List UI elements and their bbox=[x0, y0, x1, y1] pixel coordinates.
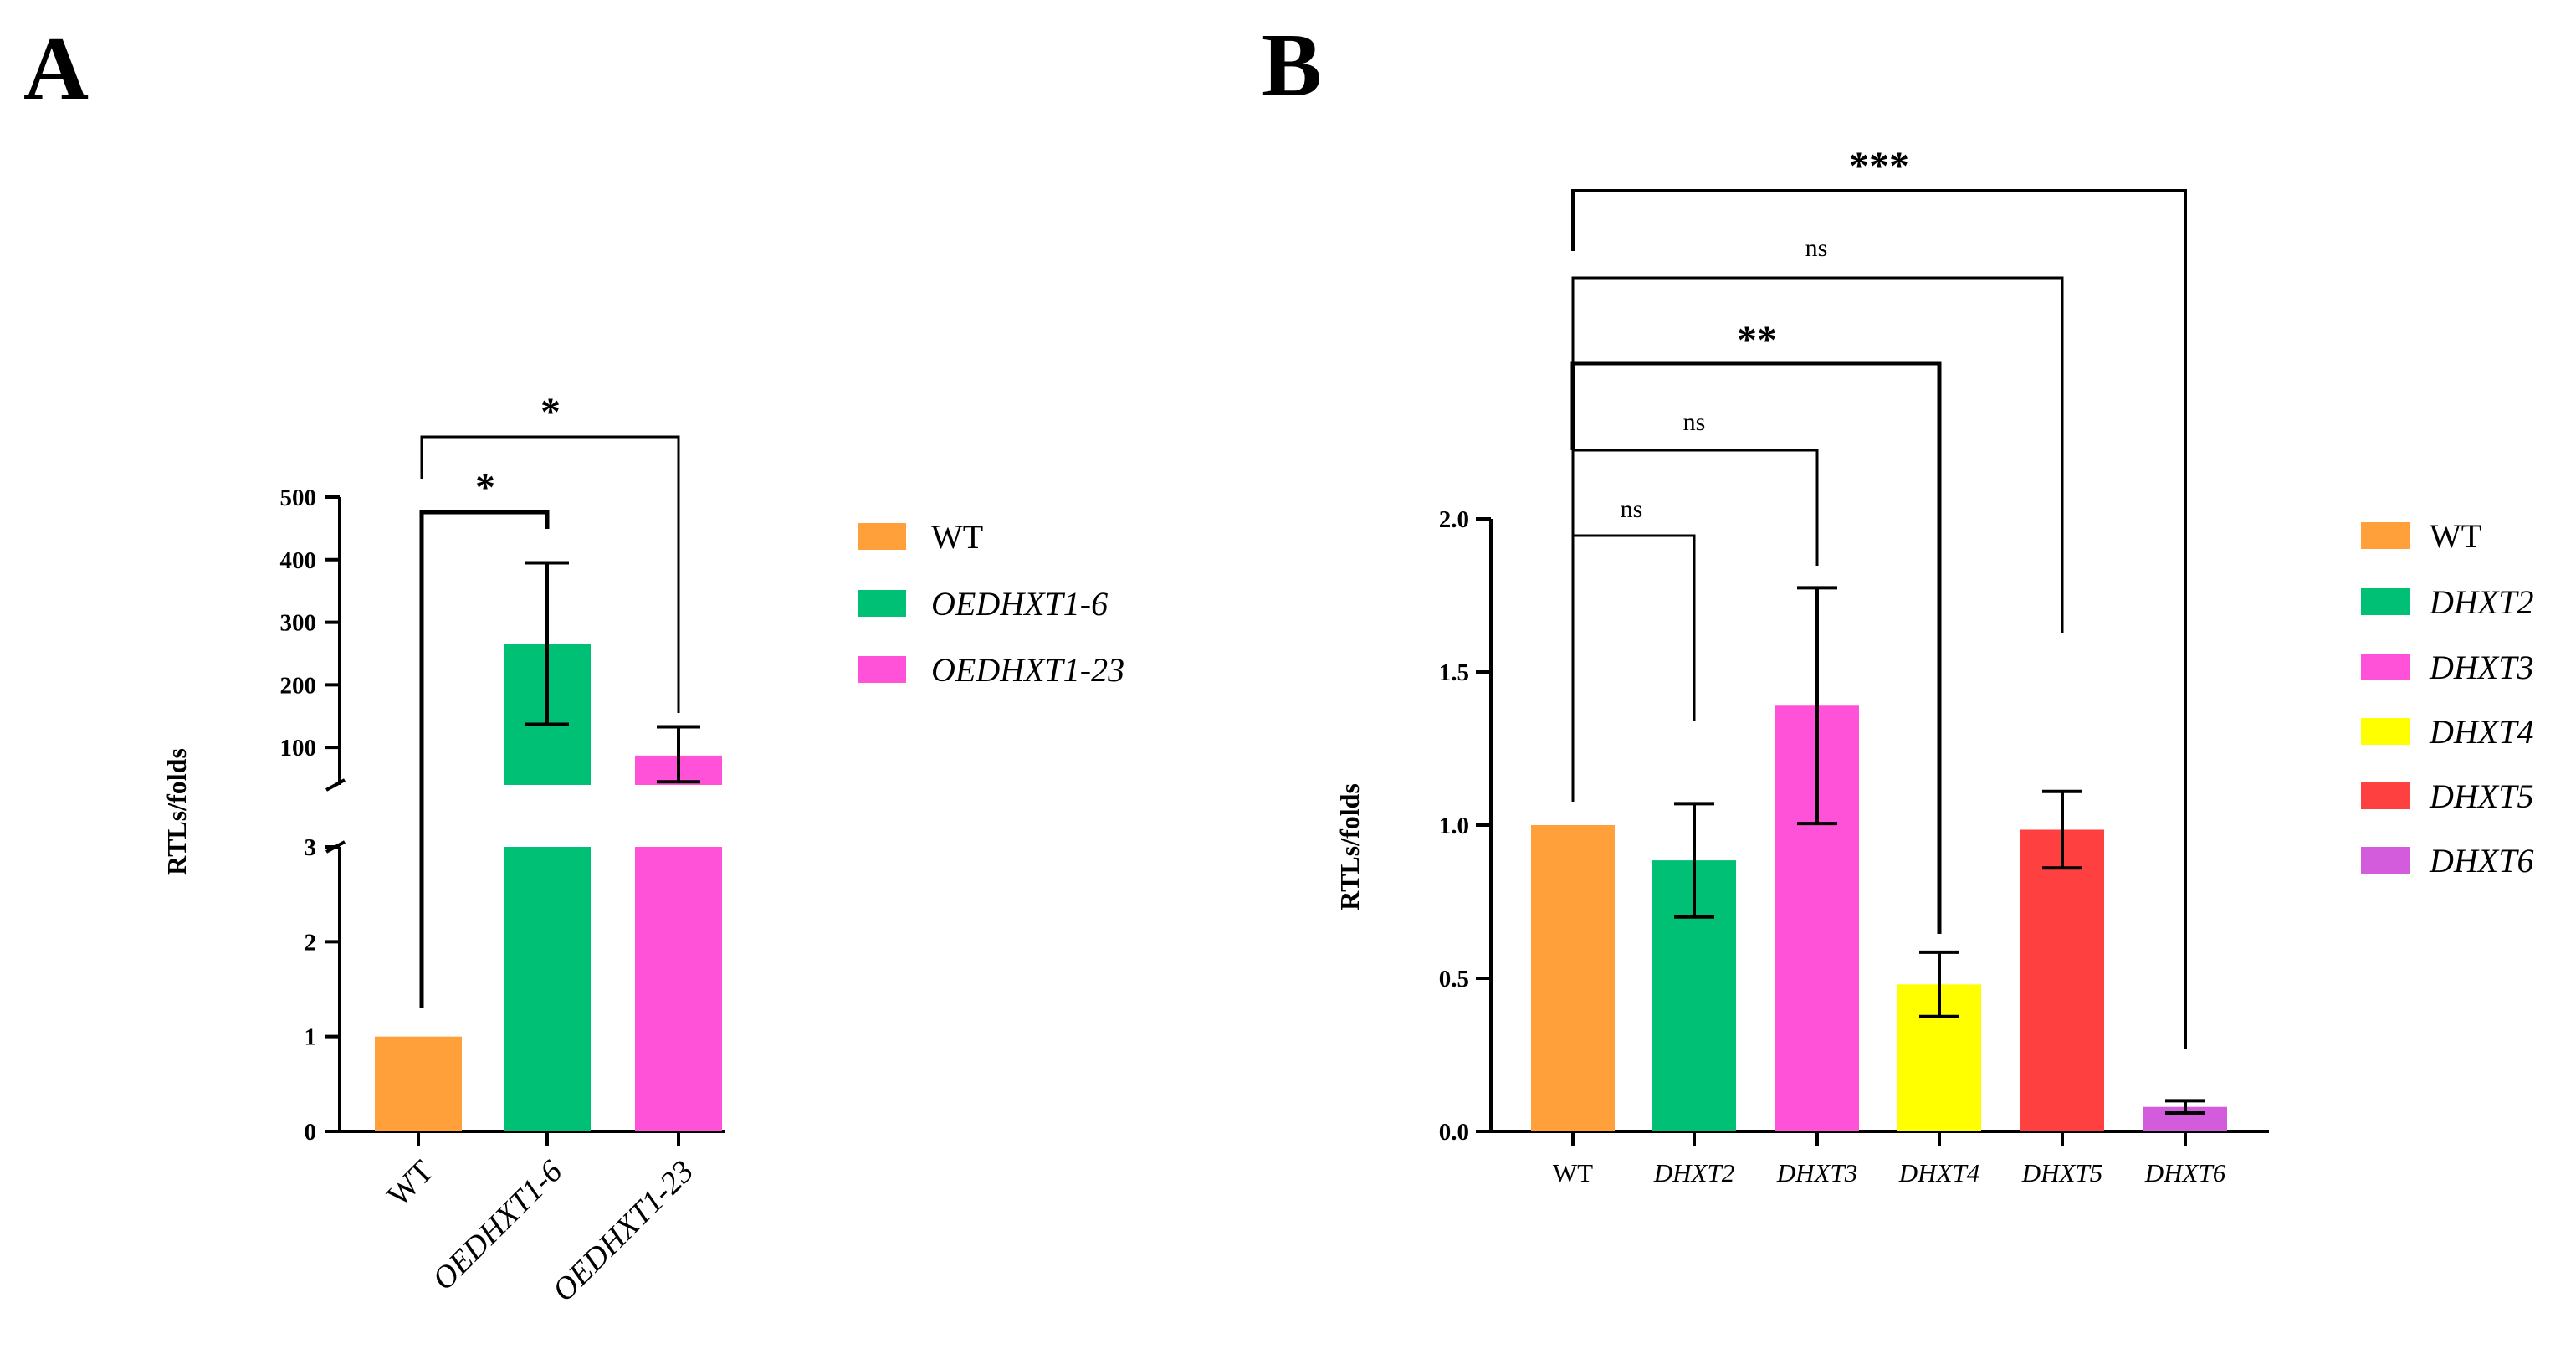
y-tick-label: 100 bbox=[280, 735, 317, 762]
significance-label: * bbox=[475, 465, 495, 510]
x-category-label: WT bbox=[381, 1154, 440, 1213]
significance-label: ns bbox=[1805, 234, 1828, 262]
significance-bracket bbox=[1571, 276, 2064, 633]
y-tick-label: 200 bbox=[280, 672, 317, 699]
legend-swatch bbox=[858, 523, 906, 550]
legend-label: DHXT2 bbox=[2429, 583, 2533, 621]
significance-bracket bbox=[420, 435, 680, 713]
significance-bracket bbox=[1571, 534, 1696, 721]
legend-label: OEDHXT1-23 bbox=[931, 651, 1124, 689]
axis-break-mark-upper bbox=[325, 778, 346, 792]
legend-label: DHXT3 bbox=[2429, 649, 2533, 686]
y-tick-label: 0.5 bbox=[1439, 966, 1469, 992]
legend-label: WT bbox=[931, 518, 983, 556]
x-category-label: OEDHXT1-6 bbox=[426, 1154, 570, 1298]
y-tick-label: 1.5 bbox=[1439, 659, 1469, 686]
legend-swatch bbox=[858, 590, 906, 617]
panel-a-label: A bbox=[23, 19, 89, 119]
y-tick-label: 0 bbox=[305, 1119, 317, 1146]
significance-label: ns bbox=[1621, 495, 1643, 523]
significance-bracket bbox=[419, 510, 550, 1008]
x-category-label: WT bbox=[1553, 1158, 1593, 1187]
x-category-label: DHXT5 bbox=[2021, 1158, 2102, 1187]
legend-swatch bbox=[2361, 718, 2410, 745]
y-tick-label: 0.0 bbox=[1439, 1119, 1469, 1146]
x-category-label: DHXT2 bbox=[1653, 1158, 1734, 1187]
legend-swatch bbox=[2361, 654, 2410, 680]
significance-bracket bbox=[1571, 189, 2187, 1049]
x-category-label: DHXT3 bbox=[1776, 1158, 1857, 1187]
y-axis-label: RTLs/folds bbox=[1334, 783, 1365, 910]
bar-wt bbox=[375, 1036, 462, 1131]
x-category-label: OEDHXT1-23 bbox=[545, 1154, 700, 1309]
legend-swatch bbox=[2361, 782, 2410, 809]
y-axis-label: RTLs/folds bbox=[161, 748, 192, 875]
y-tick-label: 300 bbox=[280, 610, 317, 637]
legend-swatch bbox=[2361, 588, 2410, 615]
legend-label: DHXT6 bbox=[2429, 842, 2533, 880]
x-category-label: DHXT6 bbox=[2144, 1158, 2226, 1187]
legend-swatch bbox=[858, 656, 906, 683]
panel-b-chart: 0.0 0.5 1.0 1.5 2.0 RTLs/folds WT DHXT2 DHXT3 DHX… bbox=[1334, 144, 2533, 1187]
bar-wt bbox=[1531, 825, 1615, 1131]
y-tick-label: 500 bbox=[280, 485, 317, 511]
y-tick-label: 400 bbox=[280, 547, 317, 574]
y-tick-label: 2.0 bbox=[1439, 506, 1469, 533]
y-tick-label: 1.0 bbox=[1439, 813, 1469, 839]
y-tick-label: 2 bbox=[305, 929, 317, 956]
bar-oedhxt1-6-lower bbox=[504, 847, 591, 1131]
legend-label: WT bbox=[2430, 517, 2481, 555]
bar-dhxt5 bbox=[2020, 829, 2104, 1131]
panel-a-chart: 0123100200300400500RTLs/foldsWTOEDHXT1-6… bbox=[161, 390, 1124, 1309]
y-tick-label: 3 bbox=[305, 834, 317, 861]
legend-label: OEDHXT1-6 bbox=[931, 585, 1108, 623]
legend-label: DHXT5 bbox=[2429, 777, 2533, 815]
x-category-label: DHXT4 bbox=[1898, 1158, 1979, 1187]
significance-bracket bbox=[1571, 449, 1819, 566]
significance-label: ns bbox=[1683, 408, 1706, 436]
y-tick-label: 1 bbox=[305, 1024, 317, 1051]
bar-oedhxt1-23-lower bbox=[635, 847, 722, 1131]
significance-label: *** bbox=[1849, 144, 1909, 188]
significance-label: ** bbox=[1737, 318, 1777, 362]
legend-swatch bbox=[2361, 522, 2410, 549]
legend-swatch bbox=[2361, 847, 2410, 874]
legend-label: DHXT4 bbox=[2429, 713, 2533, 751]
significance-bracket bbox=[1570, 361, 1942, 934]
significance-label: * bbox=[540, 390, 561, 434]
panel-b-label: B bbox=[1262, 16, 1322, 115]
